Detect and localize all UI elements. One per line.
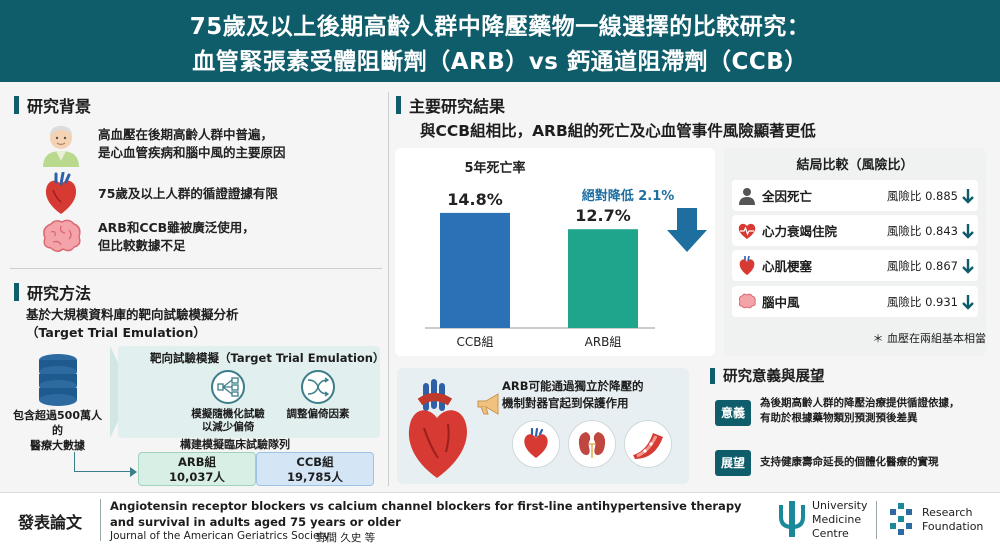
chart-bar (568, 229, 638, 328)
down-arrow-icon (958, 188, 978, 204)
heart-failure-icon (732, 222, 762, 240)
background-item: 75歲及以上人群的循證證據有限 (36, 170, 278, 218)
outcome-name: 心肌梗塞 (762, 259, 813, 274)
heart-icon (36, 170, 86, 218)
anatomical-heart-icon (404, 378, 470, 486)
journal-name: Journal of the American Geriatrics Socie… (110, 530, 330, 542)
outcome-value: 風險比 0.867 (886, 258, 958, 273)
emulation-panel (118, 346, 380, 438)
results-subtitle: 與CCB組相比，ARB組的死亡及心血管事件風險顯著更低 (420, 122, 816, 140)
publication-label: 發表論文 (18, 513, 83, 532)
ccb-cohort-box: CCB組 19,785人 (256, 452, 374, 486)
emulation-step-adjust: 調整偏倚因素 (268, 370, 368, 421)
methods-description: 基於大規模資料庫的靶向試驗模擬分析 （Target Trial Emulatio… (26, 306, 239, 342)
heart-organ-icon (512, 420, 560, 468)
significance-text: 為後期高齡人群的降壓治療提供循證依據， 有助於根據藥物類別預測預後差異 (760, 397, 960, 424)
chart-annotation: 絕對降低 2.1% (582, 188, 675, 204)
outlook-badge: 展望 (715, 450, 751, 476)
logo-divider (876, 501, 877, 539)
background-text: ARB和CCB雖被廣泛使用， (98, 220, 255, 235)
outcome-row: 全因死亡 風險比 0.885 (732, 180, 978, 211)
university-logo-icon (778, 501, 806, 541)
outcome-row: 心力衰竭住院 風險比 0.843 (732, 215, 978, 246)
outcome-name: 心力衰竭住院 (762, 224, 838, 239)
adjust-arrows-icon (301, 370, 335, 404)
background-text: 但比較數據不足 (98, 238, 186, 253)
chart-category-label: ARB組 (585, 335, 622, 349)
university-logo-text: University Medicine Centre (812, 499, 868, 540)
background-text: 是心血管疾病和腦中風的主要原因 (98, 145, 286, 160)
elderly-person-icon (36, 120, 86, 168)
methods-desc-line: 基於大規模資料庫的靶向試驗模擬分析 (26, 307, 239, 322)
significance-badge: 意義 (715, 400, 751, 426)
background-text: 高血壓在後期高齡人群中普遍， (98, 127, 274, 142)
arb-cohort-box: ARB組 10,037人 (138, 452, 256, 486)
cohort-connector-arrow (130, 467, 137, 477)
down-arrow-icon (958, 294, 978, 310)
outcome-value: 風險比 0.885 (886, 188, 958, 203)
background-section-title: 研究背景 (14, 93, 91, 117)
flowchart-icon (211, 370, 245, 404)
section-divider (10, 268, 382, 269)
mechanism-text: ARB可能通過獨立於降壓的 機制對器官起到保護作用 (502, 379, 644, 410)
blood-vessel-icon (624, 420, 672, 468)
chart-category-label: CCB組 (457, 335, 494, 349)
outcome-row: 心肌梗塞 風險比 0.867 (732, 250, 978, 281)
mortality-chart-panel: 5年死亡率 14.8% CCB組 12.7% ARB組 絕對降低 2.1% (395, 148, 715, 356)
emulation-step-randomize: 模擬隨機化試驗 以減少偏倚 (178, 370, 278, 434)
kidney-icon (568, 420, 616, 468)
outcome-footnote: ＊ 血壓在兩組基本相當 (872, 332, 987, 345)
chart-value-label: 14.8% (447, 190, 503, 209)
outcome-title: 結局比較（風險比） (796, 158, 914, 173)
results-section-title: 主要研究結果 (396, 93, 505, 117)
chart-value-label: 12.7% (575, 206, 631, 225)
methods-desc-line: （Target Trial Emulation） (26, 325, 206, 340)
methods-section-title: 研究方法 (14, 280, 91, 304)
outcome-row: 腦中風 風險比 0.931 (732, 286, 978, 317)
title-line-1: 75歲及以上後期高齡人群中降壓藥物一線選擇的比較研究： (189, 14, 811, 40)
down-arrow-icon (958, 223, 978, 239)
column-divider (388, 92, 389, 486)
reduction-arrow-icon (667, 208, 707, 252)
background-text: 75歲及以上人群的循證證據有限 (98, 186, 278, 201)
outcome-value: 風險比 0.843 (886, 223, 958, 238)
database-label: 包含超過500萬人的 醫療大數據 (13, 409, 102, 452)
heart-icon (732, 255, 762, 276)
footer-divider (100, 499, 101, 541)
background-item: 高血壓在後期高齡人群中普遍， 是心血管疾病和腦中風的主要原因 (36, 120, 286, 168)
significance-section-title: 研究意義與展望 (710, 365, 825, 386)
outcome-name: 腦中風 (762, 295, 800, 310)
brain-icon (732, 293, 762, 310)
authors: 野間 久史 等 (316, 532, 376, 544)
database-icon (36, 352, 80, 410)
research-foundation-logo-text: Research Foundation (922, 506, 984, 533)
down-arrow-icon (958, 258, 978, 274)
brain-icon (36, 213, 86, 261)
emulation-title: 靶向試驗模擬（Target Trial Emulation） (150, 351, 385, 365)
paper-title: Angiotensin receptor blockers vs calcium… (110, 499, 742, 529)
title-line-2: 血管緊張素受體阻斷劑（ARB）vs 鈣通道阻滯劑（CCB） (192, 49, 808, 75)
outcome-value: 風險比 0.931 (886, 294, 958, 309)
outlook-text: 支持健康壽命延長的個體化醫療的實現 (760, 456, 939, 468)
chart-bar (440, 212, 510, 328)
background-item: ARB和CCB雖被廣泛使用， 但比較數據不足 (36, 213, 255, 261)
person-icon (732, 187, 762, 205)
header-banner: 75歲及以上後期高齡人群中降壓藥物一線選擇的比較研究： 血管緊張素受體阻斷劑（A… (0, 0, 1000, 82)
research-foundation-logo-icon (886, 503, 916, 539)
mortality-bar-chart: 5年死亡率 14.8% CCB組 12.7% ARB組 絕對降低 2.1% (425, 160, 707, 349)
outcome-name: 全因死亡 (762, 189, 813, 204)
footer: 發表論文 Angiotensin receptor blockers vs ca… (0, 492, 1000, 546)
cohort-connector (74, 452, 134, 472)
chart-title: 5年死亡率 (464, 160, 525, 176)
megaphone-icon (476, 392, 502, 420)
cohort-title: 構建模擬臨床試驗隊列 (180, 438, 290, 451)
